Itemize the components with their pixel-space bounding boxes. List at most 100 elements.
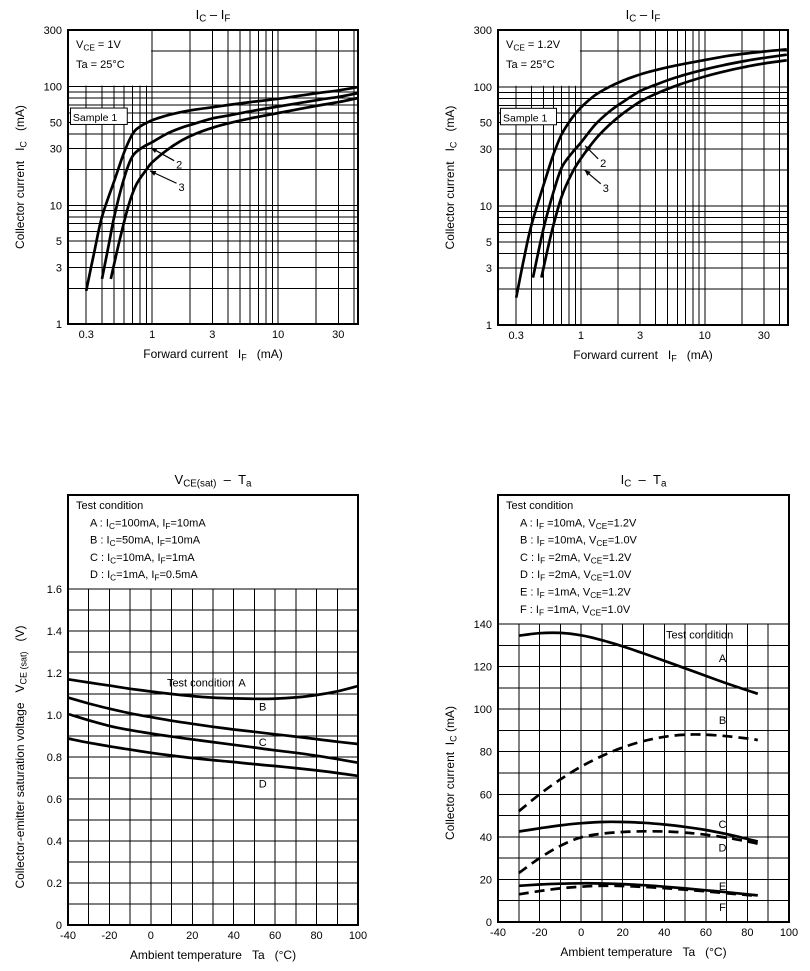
chart-title: VCE(sat) – Ta xyxy=(175,472,253,490)
chart-ic-vs-if-vce-1p2v: 0.3 1 3 10 30 1 3 5 10 30 50 100 300 IC – IF Forward c… xyxy=(443,7,789,364)
y-tick-label: 0.4 xyxy=(47,836,62,848)
curve-label: 3 xyxy=(603,183,609,195)
curve-sample-2 xyxy=(100,91,359,280)
curve-b xyxy=(517,733,758,813)
y-tick-label: 300 xyxy=(474,25,492,37)
curve-d xyxy=(67,737,359,778)
curve-d xyxy=(518,829,759,875)
curve-label: A xyxy=(238,677,246,689)
y-tick-label: 5 xyxy=(486,237,492,249)
y-tick-label: 30 xyxy=(480,144,492,156)
y-tick-label: 300 xyxy=(44,25,62,37)
y-tick-label: 0.6 xyxy=(47,794,62,806)
y-axis-label: Collector current IC (mA) xyxy=(443,706,459,840)
y-tick-label: 3 xyxy=(56,262,62,274)
legend-item: D : IF =2mA, VCE=1.0V xyxy=(520,569,632,583)
curve-sample-1 xyxy=(514,48,787,298)
curve-label: D xyxy=(719,843,727,855)
arrowhead-icon xyxy=(151,147,158,153)
x-tick-label: 20 xyxy=(617,927,629,939)
legend-heading: Test condition xyxy=(76,500,143,512)
arrowhead-icon xyxy=(149,170,157,176)
y-tick-label: 100 xyxy=(44,82,62,94)
x-axis-label: Forward current IF (mA) xyxy=(573,348,713,364)
legend-heading: VCE = 1.2V xyxy=(506,39,561,53)
arrowhead-icon xyxy=(585,145,592,152)
y-tick-label: 5 xyxy=(56,236,62,248)
y-tick-label: 1.4 xyxy=(47,626,62,638)
curve-sample-3 xyxy=(540,58,787,278)
plot-border xyxy=(497,29,789,326)
label-box xyxy=(499,107,557,126)
legend-heading: VCE = 1V xyxy=(76,39,122,53)
y-tick-label: 1.2 xyxy=(47,668,62,680)
chart-title: IC – IF xyxy=(626,7,661,25)
y-tick-label: 0.2 xyxy=(47,878,62,890)
x-tick-label: 1 xyxy=(149,329,155,341)
curve-label: D xyxy=(259,778,267,790)
plot-border xyxy=(67,494,359,926)
grid xyxy=(497,623,790,923)
label-mask xyxy=(69,31,152,86)
legend-item: A : IC=100mA, IF=10mA xyxy=(90,517,206,531)
chart-ic-vs-ta: -40 -20 0 20 40 60 80 100 0 20 40 60 80 100 120 140 IC –… xyxy=(443,472,798,959)
y-tick-label: 0 xyxy=(486,917,492,929)
x-axis-label: Ambient temperature Ta (°C) xyxy=(560,945,726,959)
x-axis-label: Forward current IF (mA) xyxy=(143,347,283,363)
x-tick-label: 0 xyxy=(148,930,154,942)
legend-item: B : IC=50mA, IF=10mA xyxy=(90,535,201,549)
x-axis-label: Ambient temperature Ta (°C) xyxy=(130,948,296,962)
legend-item: A : IF =10mA, VCE=1.2V xyxy=(520,517,637,531)
y-tick-label: 0.8 xyxy=(47,752,62,764)
x-tick-label: 100 xyxy=(780,927,798,939)
x-tick-label: 100 xyxy=(349,930,367,942)
y-tick-label: 1.6 xyxy=(47,584,62,596)
plot-border xyxy=(67,29,359,325)
curve-c xyxy=(67,712,359,765)
x-tick-label: 0 xyxy=(578,927,584,939)
legend-item: C : IC=10mA, IF=1mA xyxy=(90,552,195,566)
chart-ic-vs-if-vce-1v: 0.3 1 3 10 30 1 3 5 10 30 50 100 300 IC – IF Forward c… xyxy=(13,7,359,363)
curve-a xyxy=(67,677,359,701)
x-tick-label: 30 xyxy=(332,329,344,341)
x-tick-label: -40 xyxy=(60,930,76,942)
curve-label: Test condition xyxy=(167,677,234,689)
y-tick-label: 50 xyxy=(50,117,62,129)
y-tick-label: 60 xyxy=(480,789,492,801)
y-tick-label: 0 xyxy=(56,920,62,932)
y-tick-label: 10 xyxy=(480,201,492,213)
curve-label: 2 xyxy=(176,160,182,172)
x-tick-label: 10 xyxy=(699,330,711,342)
plot-border xyxy=(497,494,790,923)
x-tick-label: 80 xyxy=(741,927,753,939)
curve-a xyxy=(518,631,759,696)
legend-item: B : IF =10mA, VCE=1.0V xyxy=(520,535,638,549)
x-tick-label: 3 xyxy=(209,329,215,341)
y-tick-label: 140 xyxy=(474,619,492,631)
x-tick-label: 60 xyxy=(269,930,281,942)
grid xyxy=(67,588,359,926)
y-tick-label: 40 xyxy=(480,832,492,844)
y-tick-label: 1 xyxy=(486,320,492,332)
y-tick-label: 120 xyxy=(474,662,492,674)
curve-label: E xyxy=(719,881,726,893)
y-tick-label: 1 xyxy=(56,319,62,331)
y-tick-label: 80 xyxy=(480,747,492,759)
y-axis-label: Collector-emitter saturation voltage VCE… xyxy=(13,625,29,888)
curve-label: Test condition xyxy=(666,630,733,642)
x-tick-label: 30 xyxy=(758,330,770,342)
curve-label: 2 xyxy=(600,158,606,170)
curve-label: B xyxy=(719,715,726,727)
x-tick-label: 60 xyxy=(700,927,712,939)
y-tick-label: 3 xyxy=(486,263,492,275)
legend-heading: Test condition xyxy=(506,500,573,512)
x-tick-label: 10 xyxy=(272,329,284,341)
legend-item: E : IF =1mA, VCE=1.2V xyxy=(520,587,631,601)
y-tick-label: 20 xyxy=(480,874,492,886)
curve-label: A xyxy=(719,653,727,665)
curve-sample-1 xyxy=(84,85,359,292)
x-tick-label: -20 xyxy=(532,927,548,939)
y-axis-label: Collector current IC (mA) xyxy=(13,105,29,249)
curve-f xyxy=(518,884,758,898)
